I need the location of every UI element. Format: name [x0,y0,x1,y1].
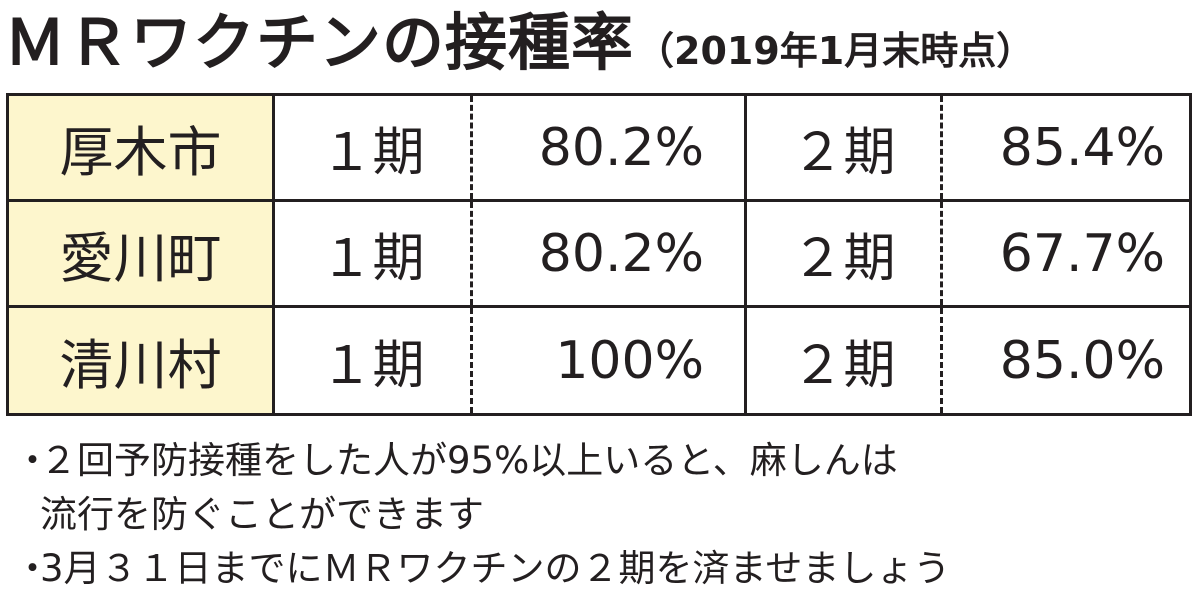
title-main: ＭＲワクチンの接種率 [4,6,635,79]
page-title: ＭＲワクチンの接種率 （2019年1月末時点） [4,6,1034,80]
period2-rate: 85.4% [999,117,1165,178]
period1-rate: 100% [473,308,747,413]
period1-label: １期 [275,202,473,305]
period2-label: ２期 [747,202,943,305]
vaccination-rate-table: 厚木市 １期 80.2% ２期 85.4% 愛川町 １期 80.2% ２期 67… [6,93,1192,416]
period1-label: １期 [275,308,473,413]
municipality-cell: 愛川町 [9,202,275,305]
municipality-cell: 清川村 [9,308,275,413]
table-row: 愛川町 １期 80.2% ２期 67.7% [9,202,1189,308]
note-item: ・ ２回予防接種をした人が95%以上いると、麻しんは 流行を防ぐことができます [14,434,1194,542]
period1-label: １期 [275,96,473,199]
period1-rate: 80.2% [473,202,747,305]
period2-label: ２期 [747,96,943,199]
bullet-icon: ・ [14,547,51,590]
note-line: 流行を防ぐことができます [40,493,484,536]
note-line: 3月３１日までにＭＲワクチンの２期を済ませましょう [40,547,951,590]
period2-rate: 85.0% [999,330,1165,391]
table-row: 清川村 １期 100% ２期 85.0% [9,308,1189,413]
bullet-icon: ・ [14,439,51,482]
note-line: ２回予防接種をした人が95%以上いると、麻しんは [40,439,898,482]
period2-rate: 67.7% [999,223,1165,284]
note-item: ・ 3月３１日までにＭＲワクチンの２期を済ませましょう [14,542,1194,596]
period1-rate: 80.2% [473,96,747,199]
notes-list: ・ ２回予防接種をした人が95%以上いると、麻しんは 流行を防ぐことができます … [14,434,1194,596]
table-row: 厚木市 １期 80.2% ２期 85.4% [9,96,1189,202]
period2-label: ２期 [747,308,943,413]
municipality-cell: 厚木市 [9,96,275,199]
title-date-note: （2019年1月末時点） [636,29,1035,73]
